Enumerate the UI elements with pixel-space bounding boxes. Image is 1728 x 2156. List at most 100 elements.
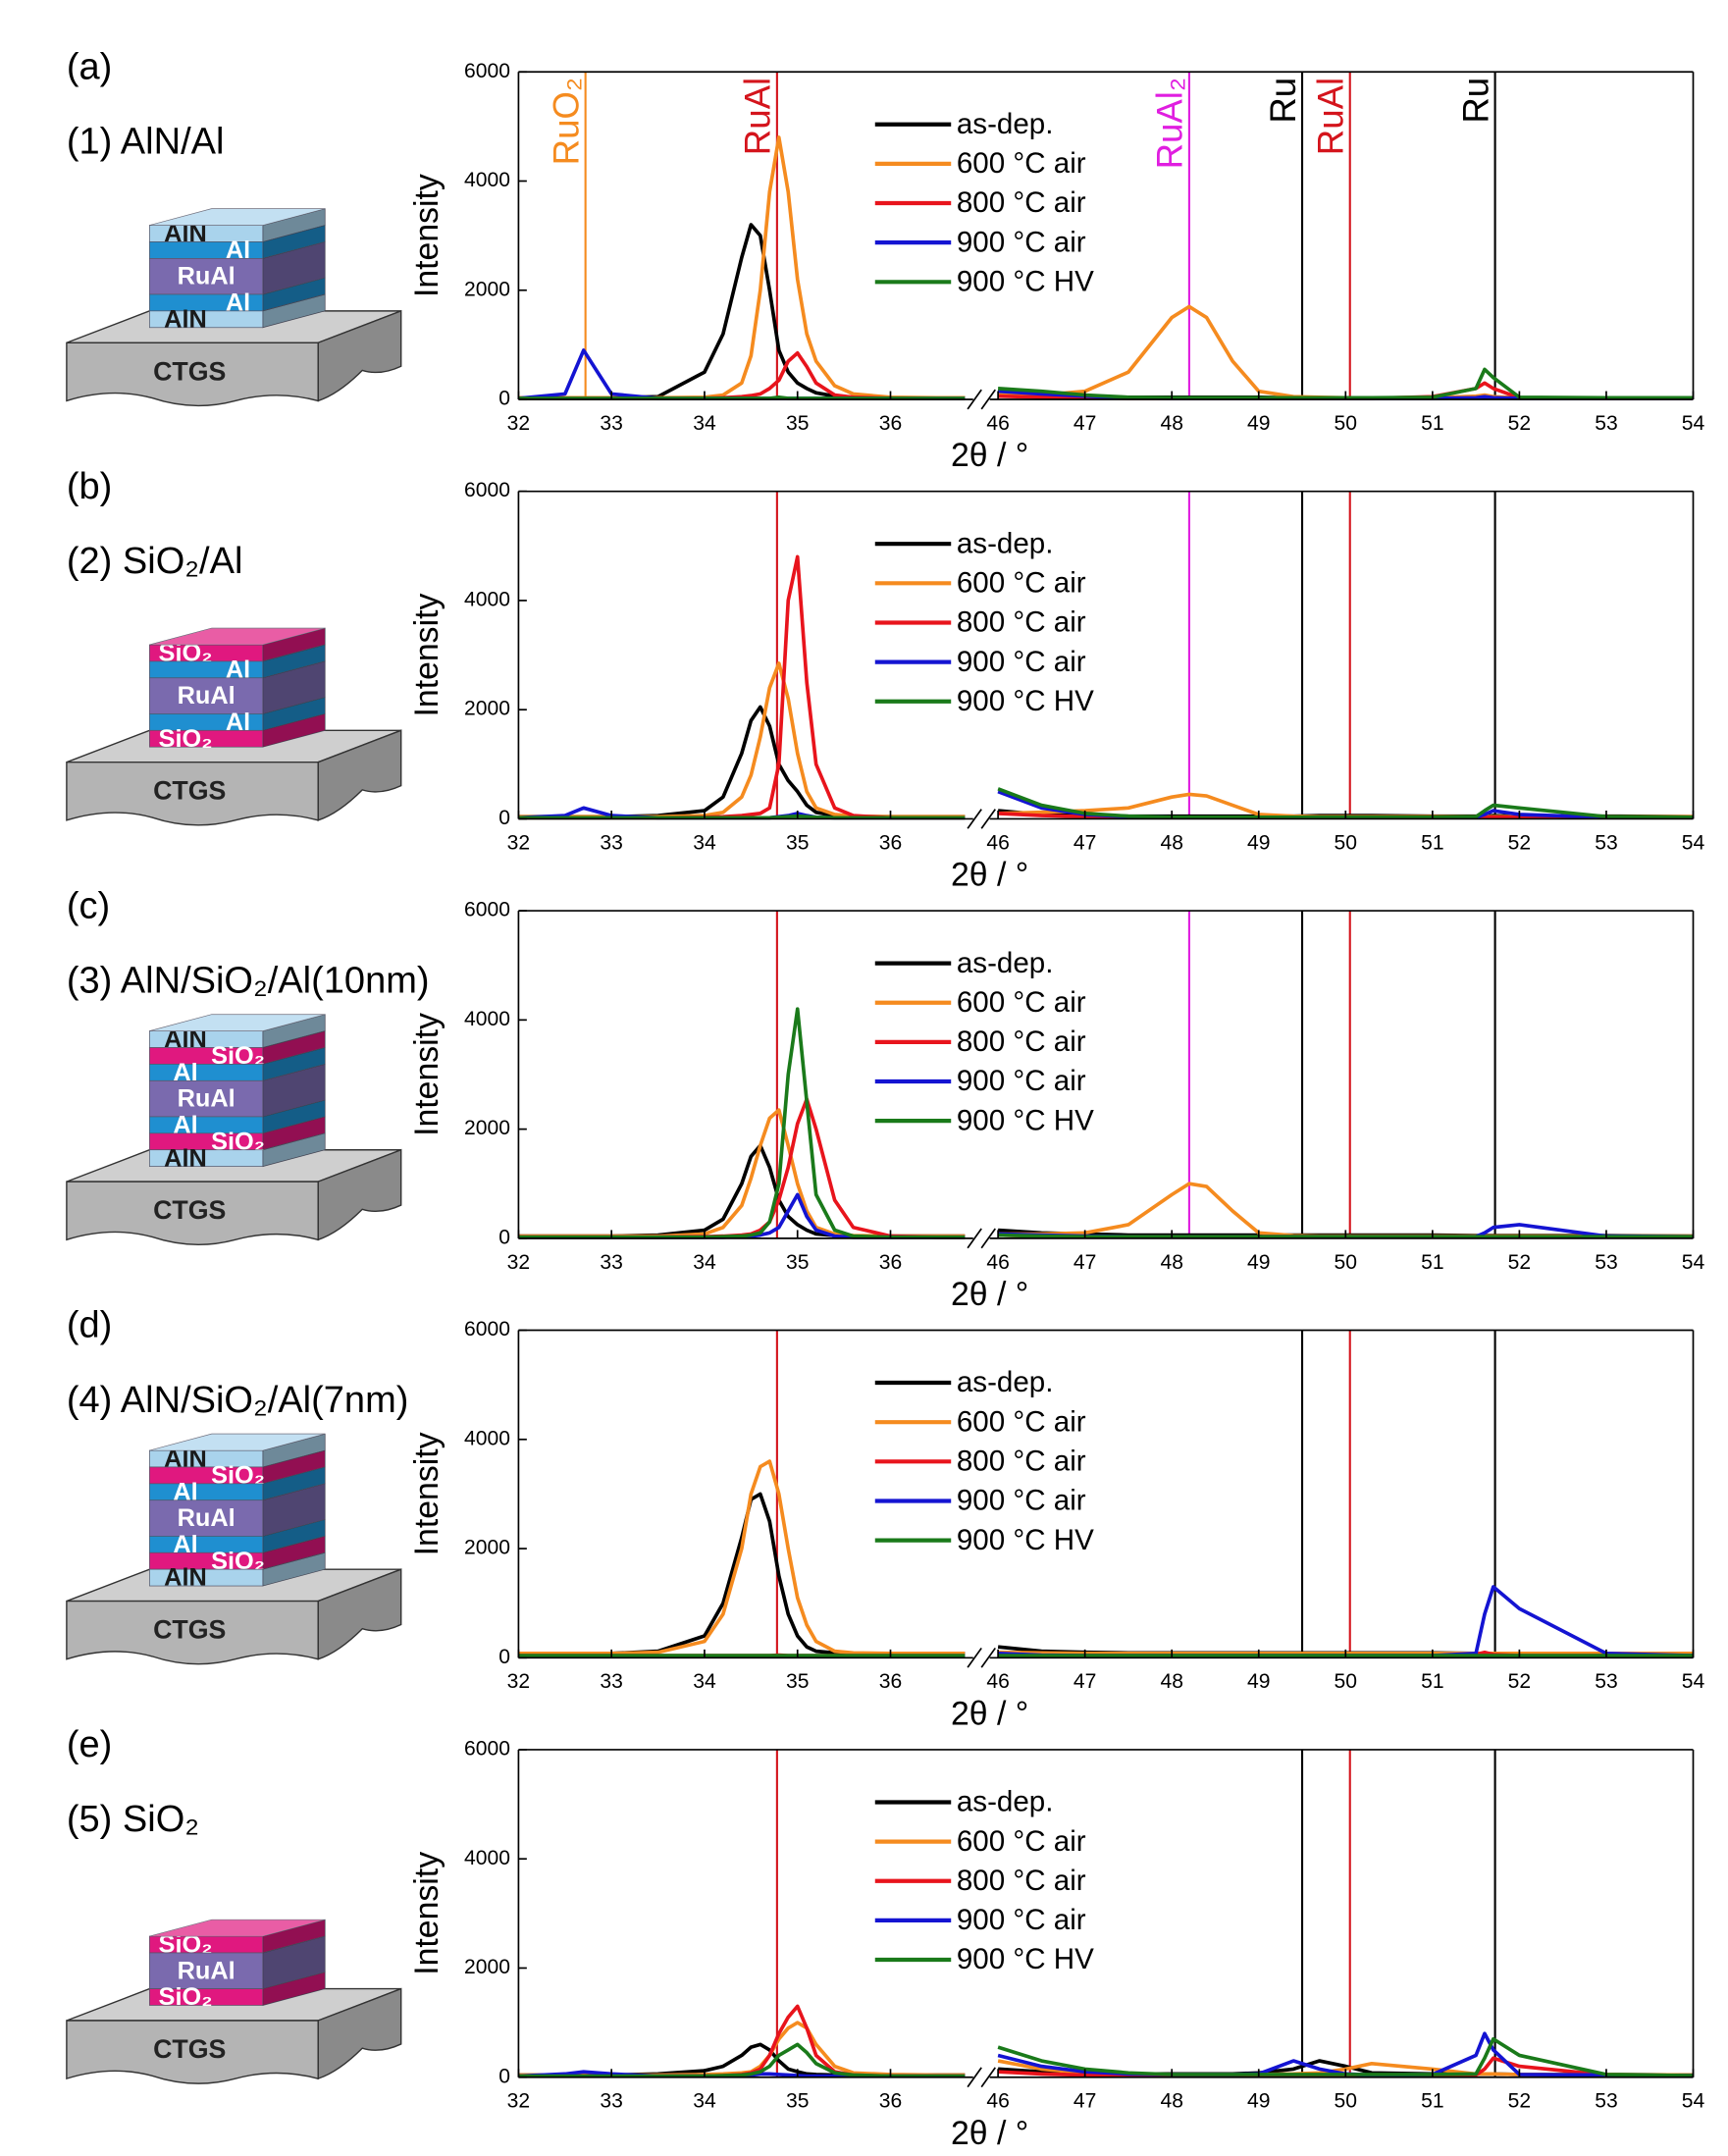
x-tick-label: 54 — [1682, 831, 1705, 854]
series-line — [518, 2042, 966, 2078]
series-line — [518, 394, 966, 400]
x-tick-label: 35 — [786, 412, 809, 435]
legend-label: as-dep. — [957, 527, 1054, 559]
x-tick-label: 52 — [1508, 2090, 1531, 2113]
layer-label: SiO₂ — [159, 1983, 213, 2011]
layer-side-shade — [262, 1972, 326, 2006]
y-tick-label: 4000 — [464, 1008, 510, 1030]
layer-side-shade — [262, 1014, 326, 1048]
x-axis-label: 2θ / ° — [951, 2115, 1028, 2152]
x-tick-label: 47 — [1073, 412, 1096, 435]
x-tick-label: 54 — [1682, 1251, 1705, 1274]
x-tick-label: 33 — [600, 1251, 622, 1274]
y-tick-label: 6000 — [464, 1738, 510, 1761]
x-tick-label: 48 — [1160, 412, 1182, 435]
layer-label: RuAl — [178, 1504, 236, 1532]
x-tick-label: 49 — [1247, 1251, 1270, 1274]
substrate-label: CTGS — [153, 1615, 226, 1645]
layer-side-shade — [262, 1466, 326, 1500]
x-tick-label: 53 — [1595, 2090, 1617, 2113]
x-tick-label: 47 — [1073, 2090, 1096, 2113]
x-tick-label: 49 — [1247, 831, 1270, 854]
substrate-front — [66, 2020, 319, 2084]
panel-label: (c) — [67, 885, 110, 926]
legend-label: 800 °C air — [957, 186, 1086, 219]
layer — [149, 677, 264, 714]
legend-label: 900 °C air — [957, 646, 1086, 678]
substrate-front — [66, 342, 319, 407]
x-tick-label: 52 — [1508, 412, 1531, 435]
layer-side-shade — [262, 1064, 326, 1117]
x-tick-label: 34 — [693, 1670, 716, 1693]
layer-label: AlN — [164, 1144, 207, 1172]
reference-label: RuAl — [738, 78, 778, 155]
layer — [149, 1499, 264, 1537]
layer-side-shade — [262, 278, 326, 311]
stack-top-shade — [149, 628, 326, 645]
legend-label: 900 °C air — [957, 226, 1086, 258]
layer-side-shade — [262, 1536, 326, 1570]
substrate-front — [66, 1181, 319, 1245]
reference-label: RuAl — [1311, 78, 1351, 155]
series-line — [518, 705, 966, 819]
layer-side-shade — [262, 1552, 326, 1587]
x-tick-label: 47 — [1073, 1670, 1096, 1693]
layer-side-shade — [262, 697, 326, 731]
stack-top-shade — [149, 1919, 326, 1937]
reference-label: RuAl₂ — [1150, 78, 1190, 170]
x-tick-label: 34 — [693, 1251, 716, 1274]
x-tick-label: 51 — [1421, 1251, 1443, 1274]
layer-label: RuAl — [178, 263, 236, 290]
y-tick-label: 2000 — [464, 1117, 510, 1139]
x-tick-label: 48 — [1160, 1670, 1182, 1693]
sample-label: (5) SiO₂ — [67, 1799, 199, 1840]
legend-label: 600 °C air — [957, 986, 1086, 1019]
y-tick-label: 0 — [498, 388, 510, 410]
reference-label: RuO₂ — [546, 78, 586, 166]
legend-label: 900 °C air — [957, 1904, 1086, 1936]
x-tick-label: 48 — [1160, 2090, 1182, 2113]
y-tick-label: 6000 — [464, 899, 510, 921]
x-tick-label: 52 — [1508, 1251, 1531, 1274]
legend-label: 900 °C HV — [957, 266, 1094, 298]
sample-label: (1) AlN/Al — [67, 122, 225, 163]
x-tick-label: 36 — [879, 831, 902, 854]
panel-label: (a) — [67, 46, 112, 87]
y-tick-label: 2000 — [464, 1537, 510, 1559]
layer-label: RuAl — [178, 1085, 236, 1113]
y-tick-label: 4000 — [464, 169, 510, 191]
layer-side-shade — [262, 1450, 326, 1484]
y-tick-label: 0 — [498, 1646, 510, 1668]
legend-label: 900 °C HV — [957, 685, 1094, 717]
axis-break — [980, 1228, 996, 1249]
layer-side-shade — [262, 1116, 326, 1150]
series-line — [518, 1007, 966, 1239]
layer-side-shade — [262, 660, 326, 714]
substrate-front — [66, 1600, 319, 1665]
x-tick-label: 50 — [1335, 412, 1357, 435]
series-line — [518, 1492, 966, 1656]
substrate-side — [317, 309, 402, 402]
x-tick-label: 36 — [879, 2090, 902, 2113]
x-axis-label: 2θ / ° — [951, 437, 1028, 474]
x-tick-label: 46 — [986, 2090, 1009, 2113]
series-line — [998, 1585, 1694, 1657]
layer-side-shade — [262, 1047, 326, 1081]
x-tick-label: 32 — [507, 831, 530, 854]
x-tick-label: 32 — [507, 2090, 530, 2113]
stack-top — [149, 208, 326, 226]
x-tick-label: 35 — [786, 1670, 809, 1693]
stack-top — [149, 1919, 326, 1937]
x-tick-label: 51 — [1421, 412, 1443, 435]
series-line — [518, 2004, 966, 2078]
legend-label: as-dep. — [957, 1366, 1054, 1398]
x-tick-label: 34 — [693, 412, 716, 435]
stack-top — [149, 1014, 326, 1031]
legend-label: 900 °C air — [957, 1485, 1086, 1517]
layer-side-shade — [262, 1483, 326, 1537]
layer-side — [262, 1551, 326, 1587]
x-tick-label: 32 — [507, 1670, 530, 1693]
y-tick-label: 0 — [498, 1226, 510, 1248]
series-line — [997, 2036, 1694, 2077]
